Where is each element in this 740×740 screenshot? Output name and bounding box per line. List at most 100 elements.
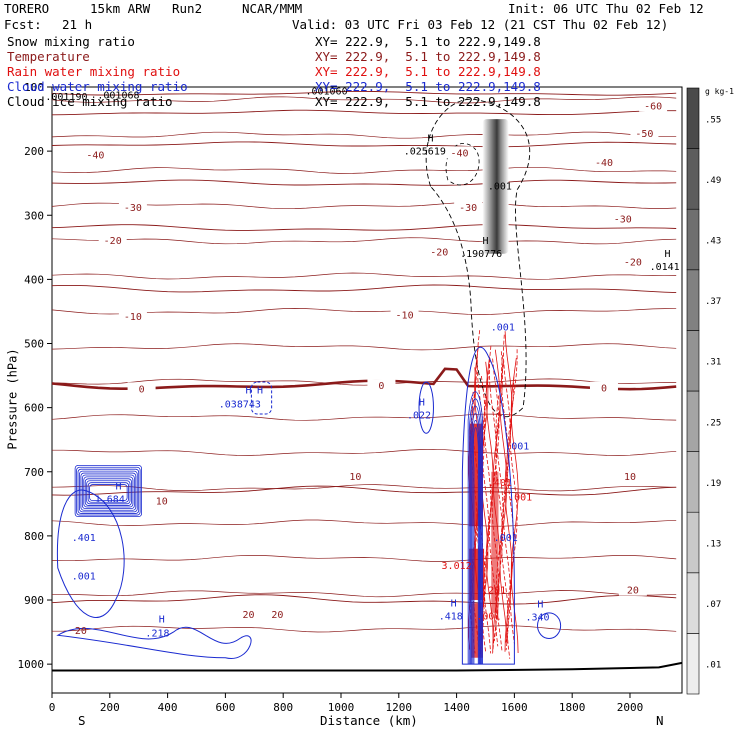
rain-water-core: [471, 603, 483, 658]
colorbar-segment: [686, 330, 700, 392]
colorbar-label: .37: [705, 297, 721, 307]
label-background: [118, 200, 147, 213]
temperature-contour: [51, 272, 677, 280]
contour-annotation: H: [428, 134, 434, 145]
colorbar-label: .01: [705, 661, 721, 671]
label-background: [630, 127, 659, 140]
colorbar-label: .49: [705, 176, 721, 186]
label-background: [81, 148, 110, 161]
colorbar-segment: [686, 633, 700, 695]
contour-annotation: .218: [145, 629, 169, 640]
cloud-water-contour: [472, 427, 479, 665]
colorbar-units: g kg-1: [705, 87, 734, 96]
temperature-contour: [51, 96, 677, 104]
contour-annotation: 3.012: [442, 561, 472, 572]
label-background: [589, 155, 618, 168]
x-tick-label: 600: [215, 701, 235, 714]
colorbar-segment: [686, 87, 700, 149]
temperature-label: 10: [624, 472, 636, 483]
label-background: [615, 470, 644, 483]
snow-mixing-shading: [482, 119, 509, 254]
temperature-label: -10: [396, 311, 414, 322]
label-background: [234, 608, 263, 621]
temperature-contour: [51, 378, 677, 386]
temperature-label: 0: [139, 384, 145, 395]
temperature-contour: [51, 109, 677, 116]
plot-frame: [51, 86, 683, 694]
y-tick-label: 600: [24, 402, 44, 415]
cloud-water-contour: [84, 478, 132, 506]
cloud-water-contour: [56, 489, 125, 618]
rain-water-contour: [499, 360, 508, 643]
contour-annotation: .001: [488, 182, 512, 193]
x-axis-title: Distance (km): [320, 713, 418, 728]
label-background: [618, 255, 647, 268]
rain-water-contour: [500, 355, 509, 651]
contour-annotation: H: [159, 614, 165, 625]
label-background: [127, 382, 156, 395]
cloud-water-contour: [77, 468, 140, 514]
contour-annotation: H: [419, 398, 425, 409]
cloud-water-contour: [79, 470, 138, 513]
temperature-contour: [51, 485, 677, 496]
contour-annotation: .001068: [97, 91, 139, 102]
temperature-contour: [51, 484, 677, 492]
contour-annotation: H: [537, 600, 543, 611]
temperature-contour: [51, 202, 677, 210]
temperature-contour: [51, 519, 677, 527]
temperature-label: -30: [614, 214, 632, 225]
y-tick-label: 400: [24, 273, 44, 286]
contour-annotation: .401: [72, 533, 96, 544]
temperature-label: -10: [124, 312, 142, 323]
label-background: [639, 99, 668, 112]
temperature-label: -20: [624, 257, 642, 268]
label-background: [618, 583, 647, 596]
rain-water-contour: [504, 331, 513, 652]
contour-annotation: H: [257, 386, 263, 397]
ground-surface-line: [52, 661, 683, 672]
temperature-label: -50: [635, 129, 653, 140]
temperature-contour: [51, 413, 677, 421]
colorbar-label: .43: [705, 237, 721, 247]
cloud-water-contour: [470, 405, 482, 665]
temperature-label: 0: [378, 381, 384, 392]
label-background: [390, 308, 419, 321]
colorbar-segment: [686, 269, 700, 331]
temperature-contour: [51, 237, 677, 245]
cloud-water-contour: [472, 420, 480, 665]
label-background: [608, 212, 637, 225]
x-tick-label: 1400: [443, 701, 470, 714]
contour-annotation: .001060: [305, 87, 347, 98]
colorbar-label: .13: [705, 540, 721, 550]
cloud-water-contour: [80, 472, 137, 511]
temperature-contour: [52, 590, 677, 598]
temperature-contour: [51, 179, 677, 186]
org-label: NCAR/MMM: [242, 1, 303, 16]
temperature-contour: [51, 90, 677, 96]
x-tick-label: 0: [49, 701, 56, 714]
contour-annotation: H: [115, 482, 121, 493]
rain-water-contour: [510, 357, 519, 654]
temperature-contour: [51, 625, 677, 633]
label-background: [98, 234, 127, 247]
temperature-contour: [51, 367, 677, 391]
label-background: [367, 379, 396, 392]
contour-annotation: .001: [494, 533, 518, 544]
contour-annotation: .001: [508, 493, 532, 504]
temperature-label: -40: [450, 148, 468, 159]
colorbar-label: .07: [705, 600, 721, 610]
temperature-label: -30: [124, 203, 142, 214]
y-tick-label: 200: [24, 145, 44, 158]
legend-rain-xy: XY= 222.9, 5.1 to 222.9,149.8: [315, 64, 541, 79]
contour-annotation: .001: [491, 323, 515, 334]
rain-water-contour: [480, 361, 489, 644]
contour-annotation: .0141: [650, 262, 680, 273]
rain-water-contour: [503, 334, 511, 643]
cloud-water-contour: [250, 381, 273, 415]
cloud-water-contour: [81, 474, 135, 510]
x-tick-label: 800: [273, 701, 293, 714]
temperature-contour: [51, 224, 677, 231]
temperature-contour: [51, 166, 677, 174]
contour-annotation: 1.684: [95, 495, 125, 506]
